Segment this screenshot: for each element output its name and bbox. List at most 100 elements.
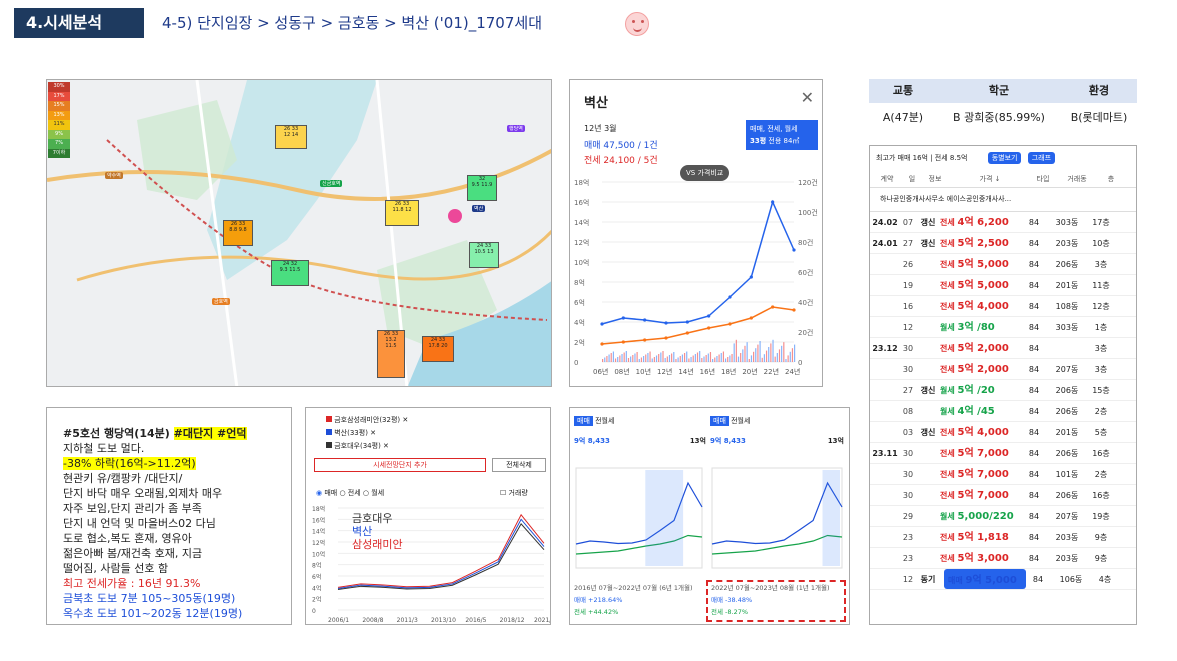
deal-month	[870, 317, 900, 337]
deal-row[interactable]: 23.11 30 전세 5억 7,000 84 206동 16층	[870, 443, 1136, 464]
deal-row[interactable]: 23 전세 5억 3,000 84 203동 9층	[870, 548, 1136, 569]
deal-info	[916, 548, 940, 568]
deal-building: 101동	[1055, 470, 1079, 479]
volume-bar	[740, 353, 742, 362]
deal-row[interactable]: 08 월세 4억 /45 84 206동 2층	[870, 401, 1136, 422]
map-chip[interactable]: 26 33 11.8 12	[385, 200, 419, 226]
volume-bar	[608, 354, 610, 362]
deal-day: 23	[902, 533, 914, 542]
deal-row[interactable]: 03 갱신 전세 5억 4,000 84 201동 5층	[870, 422, 1136, 443]
deal-row[interactable]: 12 동기 매매 9억 5,000 84 106동 4층	[870, 569, 1136, 590]
col-contract: 계약	[880, 175, 894, 183]
station-label[interactable]: 금호역	[212, 298, 230, 305]
deal-amount: 5억 5,000	[957, 280, 1009, 291]
volume-bar	[683, 353, 686, 362]
station-label[interactable]: 행당역	[507, 125, 525, 132]
radio-group[interactable]: ◉ 매매 ○ 전세 ○ 월세	[316, 489, 385, 497]
map-chip[interactable]: 32 9.5 11.9	[467, 175, 497, 201]
deal-month: 24.02	[872, 218, 898, 227]
trend-line	[337, 523, 545, 591]
note-line: #5호선 행당역(14분)	[63, 427, 174, 440]
map-chip[interactable]: 24 33 17.8 20	[422, 336, 454, 362]
deal-info: 동기	[920, 575, 936, 584]
comp-left: 매매 전월세 9억 8,433 13억	[574, 416, 706, 445]
deal-amount: 5억 7,000	[957, 490, 1009, 501]
volume-bar	[627, 358, 630, 362]
deal-row[interactable]: 26 전세 5억 5,000 84 206동 3층	[870, 254, 1136, 275]
filter-dropdown[interactable]: 매매, 전세, 월세 33평 전용 84㎡	[746, 120, 818, 150]
deal-day: 30	[902, 470, 914, 479]
volume-bar	[731, 354, 733, 362]
deal-amount: 5,000/220	[957, 511, 1014, 522]
col-price[interactable]: 가격 ↓	[979, 175, 1001, 183]
deal-month	[870, 527, 900, 547]
val-transport: A(47분)	[882, 111, 924, 124]
deal-floor: 11층	[1092, 281, 1110, 290]
deal-row[interactable]: 24.02 07 갱신 전세 4억 6,200 84 303동 17층	[870, 212, 1136, 233]
y2-tick-label: 40건	[798, 298, 813, 307]
radio-rent[interactable]: 월세	[371, 489, 385, 497]
volume-bar	[703, 356, 705, 362]
deal-building: 207동	[1055, 512, 1079, 521]
deal-row[interactable]: 24.01 27 갱신 전세 5억 2,500 84 203동 10층	[870, 233, 1136, 254]
by-building-button[interactable]: 동별보기	[987, 152, 1022, 164]
comp-price: 9억 8,433	[574, 437, 610, 445]
volume-bar	[716, 356, 718, 362]
deal-amount: 5억 7,000	[957, 469, 1009, 480]
station-label[interactable]: 약수역	[105, 172, 123, 179]
graph-button[interactable]: 그래프	[1027, 152, 1056, 164]
deal-row[interactable]: 27 갱신 월세 5억 /20 84 206동 15층	[870, 380, 1136, 401]
volume-checkbox[interactable]: ☐ 거래량	[500, 489, 528, 497]
vs-compare-button[interactable]: VS 가격비교	[680, 165, 730, 181]
map-chip[interactable]: 26 33 13.2 11.5	[377, 330, 405, 378]
legend-item: 벽산(33평)	[334, 429, 368, 437]
smiley-icon	[625, 12, 649, 36]
complex-label[interactable]: 벽산	[472, 205, 486, 212]
radio-sale[interactable]: 매매	[324, 489, 338, 497]
deal-row[interactable]: 19 전세 5억 5,000 84 201동 11층	[870, 275, 1136, 296]
volume-bar	[610, 353, 612, 362]
data-point	[664, 321, 668, 325]
deal-size: 84	[1028, 260, 1040, 269]
volume-bar	[757, 344, 759, 362]
deal-size: 84	[1028, 554, 1040, 563]
deal-floor: 19층	[1092, 512, 1110, 521]
map-chip[interactable]: 24 33 10.5 13	[469, 242, 499, 268]
deal-row[interactable]: 12 월세 3억 /80 84 303동 1층	[870, 317, 1136, 338]
deal-row[interactable]: 29 월세 5,000/220 84 207동 19층	[870, 506, 1136, 527]
map-chip[interactable]: 24 32 9.3 11.5	[271, 260, 309, 286]
delete-all-button[interactable]: 전체삭제	[492, 458, 546, 472]
note-line: 옥수초 도보 101~202동 12분(19명)	[63, 607, 243, 620]
radio-jeonse[interactable]: 전세	[347, 489, 361, 497]
deal-row[interactable]: 30 전세 5억 2,000 84 207동 3층	[870, 359, 1136, 380]
deal-day: 30	[902, 344, 914, 353]
agent-row[interactable]: 하나공인중개사사무소 에이스공인중개사사...	[870, 188, 1136, 212]
deal-row[interactable]: 16 전세 5억 4,000 84 108동 12층	[870, 296, 1136, 317]
deal-row[interactable]: 30 전세 5억 7,000 84 206동 16층	[870, 485, 1136, 506]
deal-day: 27	[902, 239, 914, 248]
note-line: 도로 협소,복도 혼재, 영유아	[63, 532, 192, 545]
volume-bar	[630, 356, 632, 362]
map-chip[interactable]: 26 33 8.8 9.8	[223, 220, 253, 246]
deal-size: 84	[1028, 407, 1040, 416]
y-tick-label: 18억	[574, 179, 589, 187]
add-complex-button[interactable]: 시세전망단지 추가	[314, 458, 486, 472]
y2-tick-label: 60건	[798, 268, 813, 277]
volume-bar	[781, 345, 783, 362]
map-chip[interactable]: 26 33 12 14	[275, 125, 307, 149]
volume-bar	[694, 354, 696, 362]
deal-info	[916, 254, 940, 274]
x-tick-label: 2008/8	[362, 617, 383, 624]
volume-bar	[679, 356, 681, 362]
x-tick-label: 2006/1	[328, 617, 349, 624]
complex-map[interactable]: 30% 17% 15% 13% 11% 9% 7% 7이하 약수역 금호역 신금호역 행…	[46, 79, 552, 387]
close-icon[interactable]: ✕	[800, 88, 814, 107]
deal-type: 월세	[940, 512, 955, 521]
deal-row[interactable]: 23.12 30 전세 5억 2,000 84 3층	[870, 338, 1136, 359]
x-tick-label: 2016/5	[465, 617, 486, 624]
deal-row[interactable]: 23 전세 5억 1,818 84 203동 9층	[870, 527, 1136, 548]
station-label[interactable]: 신금호역	[320, 180, 343, 187]
deal-row[interactable]: 30 전세 5억 7,000 84 101동 2층	[870, 464, 1136, 485]
volume-bar	[632, 355, 634, 362]
deal-type: 매매	[948, 576, 963, 585]
